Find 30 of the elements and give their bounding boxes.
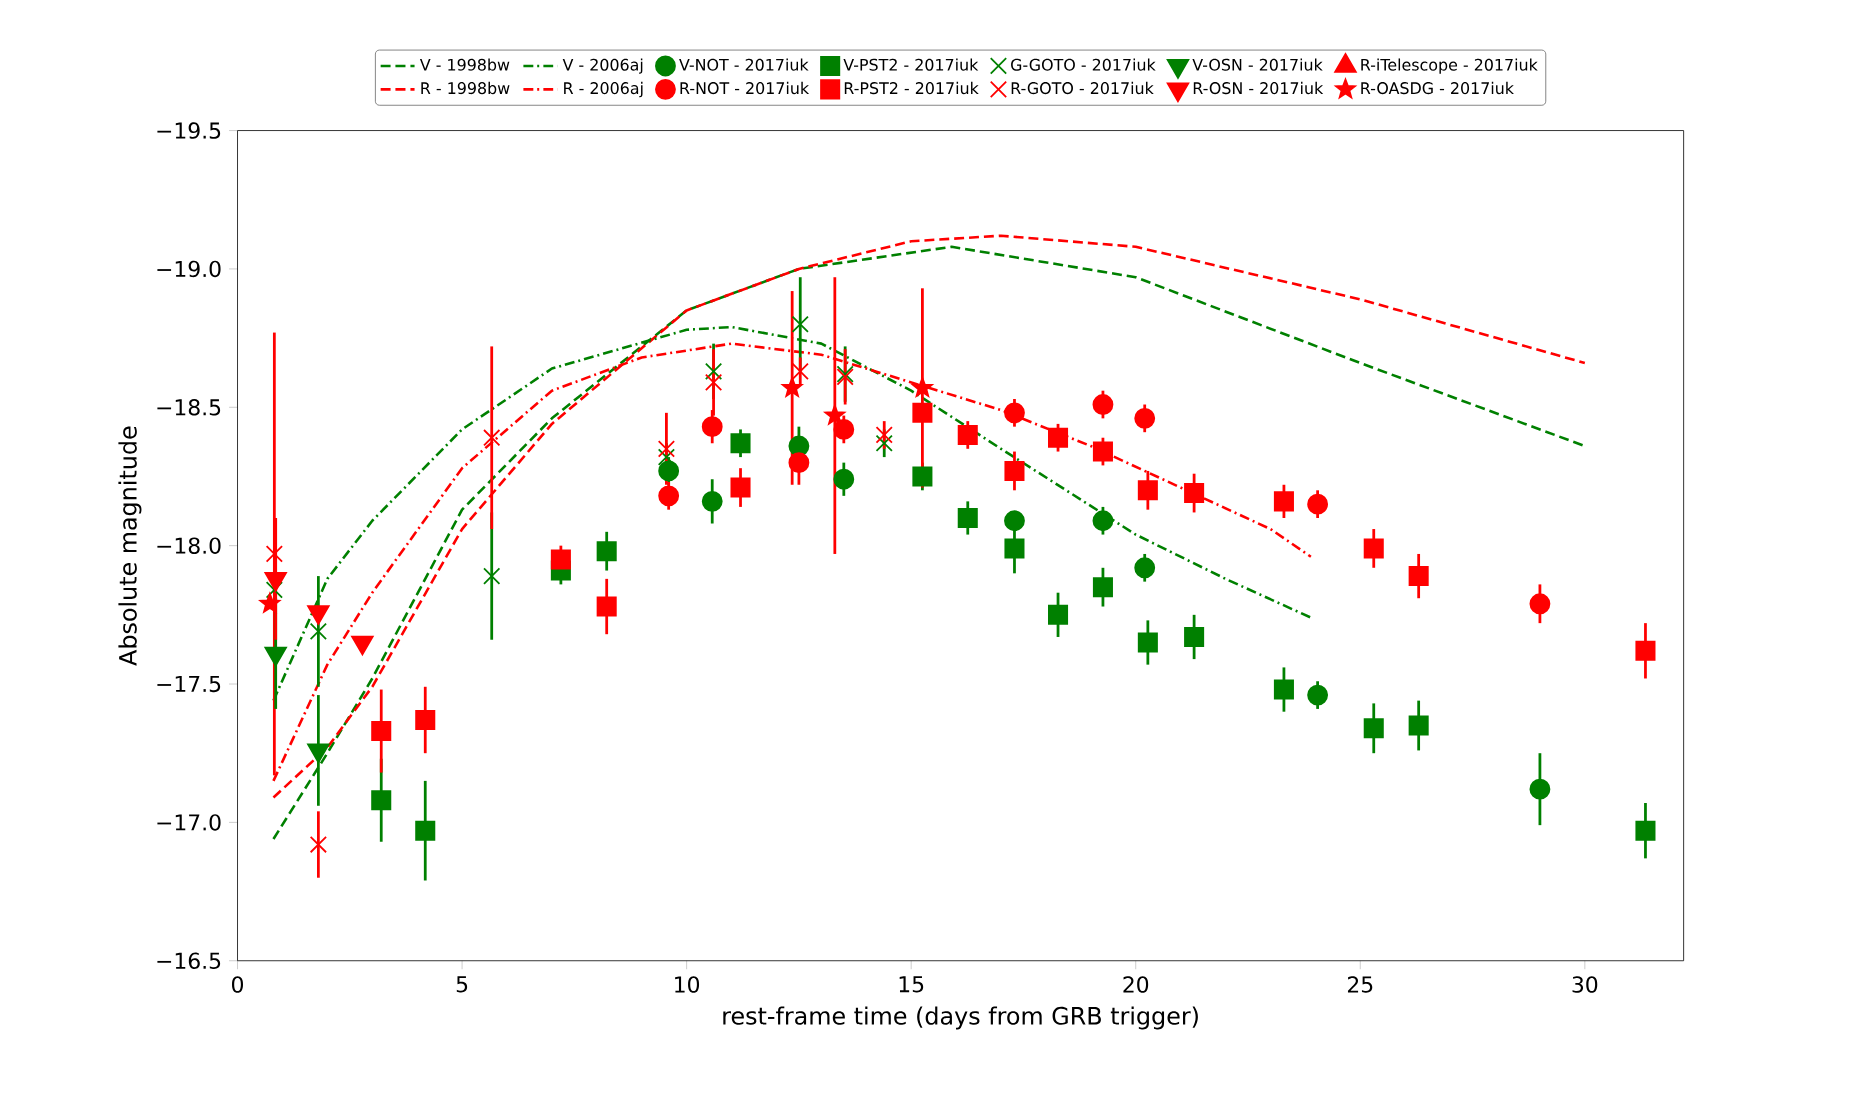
legend-label: G-GOTO - 2017iuk	[1011, 58, 1156, 71]
y-tick-label: −17.5	[157, 675, 221, 693]
legend-label: V - 2006aj	[562, 58, 643, 74]
legend-label: R - 1998bw	[421, 81, 510, 95]
legend-label: V-OSN - 2017iuk	[1192, 58, 1323, 71]
y-tick-label: −19.5	[157, 122, 221, 139]
y-tick-label: −19.0	[157, 260, 221, 278]
legend-label: R - 2006aj	[564, 81, 643, 98]
x-tick-label: 5	[456, 976, 468, 993]
legend-label: R-GOTO - 2017iuk	[1011, 81, 1154, 95]
legend-label: R-iTelescope - 2017iuk	[1361, 58, 1538, 74]
legend-label: R-OSN - 2017iuk	[1193, 81, 1324, 95]
legend-label: R-PST2 - 2017iuk	[844, 81, 979, 95]
y-axis-title: Absolute magnitude	[118, 426, 142, 666]
legend-label: V-NOT - 2017iuk	[679, 58, 809, 71]
y-tick-label: −18.5	[157, 398, 221, 416]
x-tick-label: 30	[1572, 976, 1598, 993]
x-tick-label: 10	[675, 976, 700, 993]
legend-label: V - 1998bw	[419, 58, 510, 71]
x-tick-label: 15	[899, 976, 924, 993]
y-tick-label: −18.0	[157, 537, 221, 554]
x-axis-title: rest-frame time (days from GRB trigger)	[723, 1006, 1198, 1030]
x-tick-label: 25	[1347, 976, 1373, 993]
x-tick-label: 0	[232, 976, 243, 993]
x-tick-label: 20	[1123, 976, 1149, 993]
legend-label: R-NOT - 2017iuk	[680, 81, 810, 95]
y-tick-label: −17.0	[157, 814, 221, 831]
legend-label: R-OASDG - 2017iuk	[1361, 81, 1514, 95]
legend-label: V-PST2 - 2017iuk	[843, 58, 979, 71]
y-tick-label: −16.5	[157, 952, 221, 969]
